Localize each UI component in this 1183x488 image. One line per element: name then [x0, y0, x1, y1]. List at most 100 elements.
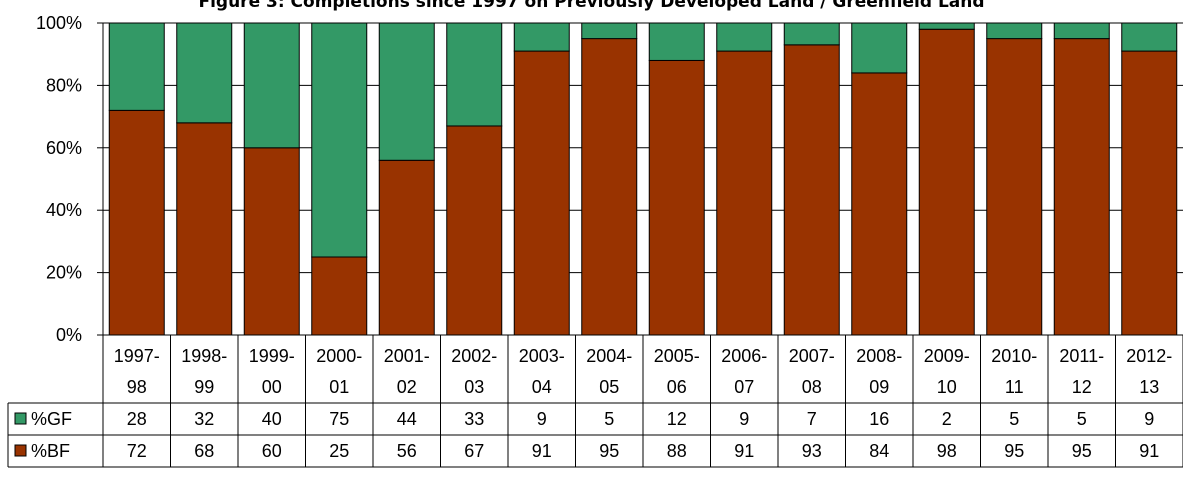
x-tick-label: 99 — [194, 377, 214, 397]
data-label: 40 — [262, 409, 282, 429]
bar-bf — [378, 159, 435, 336]
data-label: 75 — [329, 409, 349, 429]
bar-gf — [581, 22, 638, 40]
bar-bf — [986, 38, 1043, 336]
bar-bf — [1053, 38, 1110, 336]
bar-bf — [176, 122, 233, 336]
x-tick-label: 00 — [262, 377, 282, 397]
data-label: 33 — [464, 409, 484, 429]
x-tick-label: 01 — [329, 377, 349, 397]
x-tick-label: 09 — [869, 377, 889, 397]
data-label: 32 — [194, 409, 214, 429]
x-tick-label: 98 — [127, 377, 147, 397]
data-label: 91 — [1139, 441, 1159, 461]
data-label: 28 — [127, 409, 147, 429]
data-label: 9 — [739, 409, 749, 429]
bar-bf — [783, 44, 840, 336]
bars — [108, 22, 1178, 336]
data-label: 84 — [869, 441, 889, 461]
bar-bf — [446, 125, 503, 336]
data-label: 5 — [604, 409, 614, 429]
data-label: 60 — [262, 441, 282, 461]
x-tick-label: 03 — [464, 377, 484, 397]
x-tick-label: 12 — [1072, 377, 1092, 397]
x-tick-label: 2000- — [316, 346, 362, 366]
data-label: 56 — [397, 441, 417, 461]
bar-gf — [986, 22, 1043, 40]
x-tick-label: 2012- — [1126, 346, 1172, 366]
bar-bf — [108, 109, 165, 336]
bar-bf — [716, 50, 773, 336]
y-axis: 0% 20% 40% 60% 80% 100% — [36, 13, 104, 345]
data-label: 7 — [807, 409, 817, 429]
data-label: 67 — [464, 441, 484, 461]
data-table: 1997-981998-991999-002000-012001-022002-… — [7, 334, 1183, 468]
x-tick-label: 2002- — [451, 346, 497, 366]
y-tick-label: 100% — [36, 13, 82, 33]
data-label: 12 — [667, 409, 687, 429]
x-tick-label: 2006- — [721, 346, 767, 366]
bar-bf — [648, 59, 705, 336]
data-label: 91 — [532, 441, 552, 461]
x-tick-label: 08 — [802, 377, 822, 397]
x-tick-label: 2011- — [1059, 346, 1104, 366]
x-tick-label: 02 — [397, 377, 417, 397]
data-label: 5 — [1009, 409, 1019, 429]
bar-bf — [918, 28, 975, 336]
bar-bf — [311, 256, 368, 336]
x-tick-label: 1999- — [249, 346, 295, 366]
bar-gf — [378, 22, 435, 161]
data-label: 93 — [802, 441, 822, 461]
data-label: 91 — [734, 441, 754, 461]
bar-gf — [1121, 22, 1178, 52]
x-tick-label: 05 — [599, 377, 619, 397]
bar-gf — [311, 22, 368, 258]
bar-gf — [446, 22, 503, 127]
y-tick-label: 20% — [46, 263, 82, 283]
y-tick-label: 40% — [46, 200, 82, 220]
bar-gf — [851, 22, 908, 74]
x-tick-label: 2004- — [586, 346, 632, 366]
bar-gf — [243, 22, 300, 149]
x-tick-label: 13 — [1139, 377, 1159, 397]
bar-gf — [648, 22, 705, 61]
data-label: 9 — [537, 409, 547, 429]
bar-bf — [1121, 50, 1178, 336]
data-label: 68 — [194, 441, 214, 461]
bar-gf — [783, 22, 840, 46]
data-label: 72 — [127, 441, 147, 461]
data-label: 88 — [667, 441, 687, 461]
bar-gf — [1053, 22, 1110, 40]
data-label: 25 — [329, 441, 349, 461]
x-tick-label: 2009- — [924, 346, 970, 366]
data-label: 98 — [937, 441, 957, 461]
x-tick-label: 1997- — [114, 346, 160, 366]
legend-label: %GF — [31, 409, 72, 429]
legend-swatch-bf — [14, 444, 27, 457]
data-label: 95 — [1004, 441, 1024, 461]
x-tick-label: 2001- — [384, 346, 430, 366]
bar-bf — [581, 38, 638, 336]
x-tick-label: 04 — [532, 377, 552, 397]
legend-label: %BF — [31, 441, 70, 461]
data-label: 2 — [942, 409, 952, 429]
x-tick-label: 2005- — [654, 346, 700, 366]
bar-bf — [851, 72, 908, 336]
data-label: 95 — [1072, 441, 1092, 461]
bar-gf — [716, 22, 773, 52]
data-label: 5 — [1077, 409, 1087, 429]
x-tick-label: 2010- — [991, 346, 1037, 366]
y-tick-label: 60% — [46, 138, 82, 158]
x-tick-label: 06 — [667, 377, 687, 397]
bar-gf — [918, 22, 975, 30]
x-tick-label: 1998- — [181, 346, 227, 366]
y-tick-label: 80% — [46, 75, 82, 95]
data-label: 44 — [397, 409, 417, 429]
bar-gf — [108, 22, 165, 111]
x-tick-label: 2003- — [519, 346, 565, 366]
bar-bf — [243, 147, 300, 336]
bar-bf — [513, 50, 570, 336]
legend-swatch-gf — [14, 412, 27, 425]
data-label: 9 — [1144, 409, 1154, 429]
